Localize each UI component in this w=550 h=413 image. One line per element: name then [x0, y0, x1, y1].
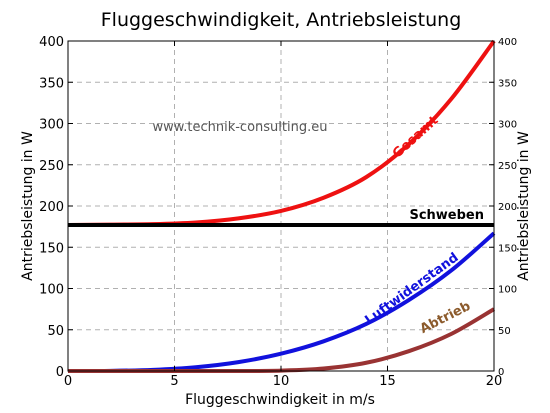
y-tick-label: 0 — [56, 365, 64, 380]
y-axis-label-right: Antriebsleistung in W — [516, 131, 532, 281]
y-tick-label: 100 — [39, 283, 64, 298]
y-tick-label: 350 — [39, 76, 64, 91]
x-tick-label: 5 — [170, 374, 178, 389]
chart-title: Fluggeschwindigkeit, Antriebsleistung — [101, 9, 462, 31]
x-axis-label: Fluggeschwindigkeit in m/s — [185, 392, 375, 408]
y-tick-label-right: 400 — [498, 37, 517, 48]
y-axis-label: Antriebsleistung in W — [20, 131, 36, 281]
y-tick-label-right: 200 — [498, 202, 517, 213]
x-tick-label: 10 — [273, 374, 290, 389]
y-tick-label: 50 — [47, 324, 64, 339]
label-abtrieb: Abtrieb — [418, 299, 473, 337]
watermark: www.technik-consulting.eu — [153, 120, 328, 135]
x-tick-label: 15 — [379, 374, 396, 389]
y-tick-label: 250 — [39, 159, 64, 174]
y-tick-label-right: 150 — [498, 243, 517, 254]
y-tick-label: 200 — [39, 200, 64, 215]
y-tick-label: 300 — [39, 118, 64, 133]
y-tick-label: 400 — [39, 35, 64, 50]
y-tick-label-right: 250 — [498, 161, 517, 172]
label-gesamt: Gesamt — [390, 113, 441, 161]
y-tick-label: 150 — [39, 241, 64, 256]
y-tick-label-right: 300 — [498, 120, 517, 131]
series-group — [67, 39, 496, 374]
x-tick-label: 0 — [64, 374, 72, 389]
x-tick-label: 20 — [486, 374, 503, 389]
y-tick-label-right: 50 — [498, 326, 511, 337]
y-tick-label-right: 350 — [498, 78, 517, 89]
y-tick-label-right: 0 — [498, 367, 504, 378]
y-tick-label-right: 100 — [498, 285, 517, 296]
label-schweben: Schweben — [409, 208, 484, 223]
